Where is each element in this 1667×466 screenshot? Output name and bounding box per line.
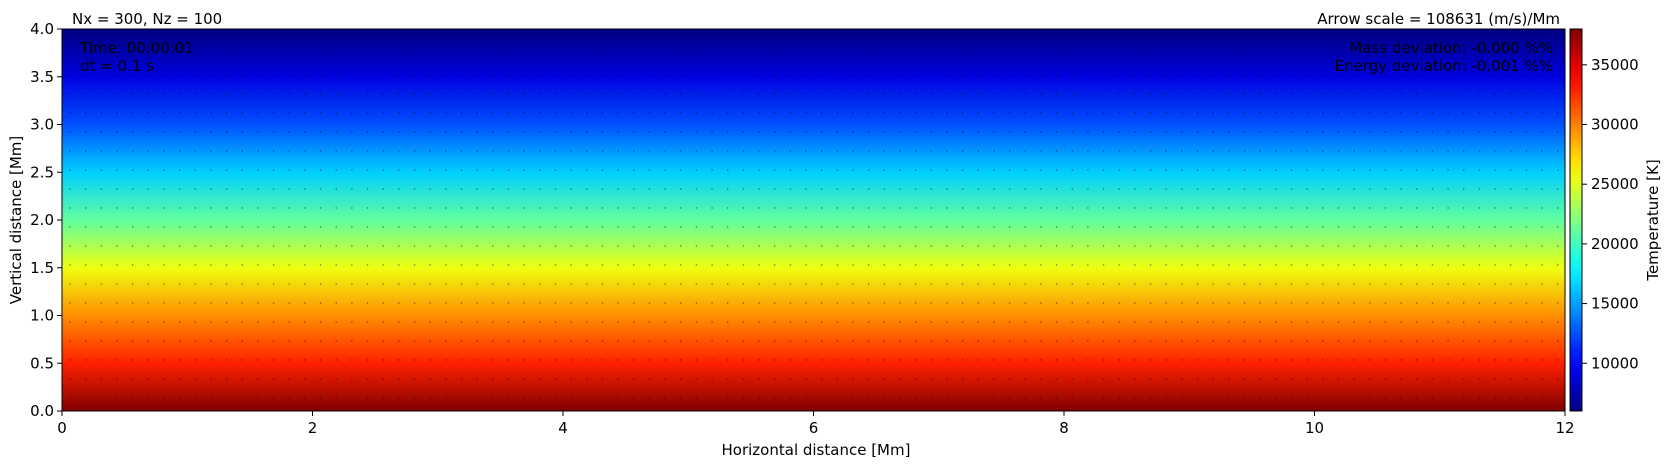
x-axis-ticks: 0 2 4 6 8 10 12 (57, 411, 1575, 437)
x-tick-label: 8 (1059, 419, 1069, 437)
y-tick-label: 0.0 (30, 402, 54, 420)
colorbar-ticks: 10000 15000 20000 25000 30000 35000 (1582, 56, 1639, 372)
title-right: Arrow scale = 108631 (m/s)/Mm (1317, 10, 1560, 28)
velocity-arrows (62, 29, 1565, 411)
y-tick-label: 3.5 (30, 68, 54, 86)
x-tick-label: 0 (57, 419, 67, 437)
colorbar-tick-label: 15000 (1591, 295, 1639, 313)
y-tick-label: 1.5 (30, 259, 54, 277)
annotation-energy-deviation: Energy deviation: -0.001 %% (1335, 57, 1553, 75)
title-left: Nx = 300, Nz = 100 (72, 10, 222, 28)
annotation-time: Time: 00:00:01 (79, 39, 194, 57)
colorbar-tick-label: 20000 (1591, 235, 1639, 253)
x-tick-label: 6 (809, 419, 819, 437)
x-tick-label: 12 (1555, 419, 1574, 437)
y-tick-label: 1.0 (30, 307, 54, 325)
y-axis-label: Vertical distance [Mm] (7, 136, 25, 305)
y-tick-label: 2.0 (30, 211, 54, 229)
x-tick-label: 2 (308, 419, 318, 437)
x-tick-label: 4 (558, 419, 568, 437)
annotation-mass-deviation: Mass deviation: -0.000 %% (1349, 39, 1553, 57)
colorbar-tick-label: 10000 (1591, 354, 1639, 372)
colorbar-tick-label: 25000 (1591, 175, 1639, 193)
colorbar-tick-label: 30000 (1591, 116, 1639, 134)
y-axis-ticks: 0.0 0.5 1.0 1.5 2.0 2.5 3.0 3.5 4.0 (30, 20, 62, 420)
colorbar (1570, 29, 1582, 411)
x-tick-label: 10 (1305, 419, 1324, 437)
y-tick-label: 0.5 (30, 354, 54, 372)
y-tick-label: 4.0 (30, 20, 54, 38)
colorbar-frame (1569, 28, 1583, 412)
x-axis-label: Horizontal distance [Mm] (722, 441, 911, 459)
colorbar-tick-label: 35000 (1591, 56, 1639, 74)
y-tick-label: 3.0 (30, 116, 54, 134)
colorbar-label: Temperature [K] (1644, 159, 1662, 281)
y-tick-label: 2.5 (30, 163, 54, 181)
annotation-dt: dt = 0.1 s (80, 57, 154, 75)
